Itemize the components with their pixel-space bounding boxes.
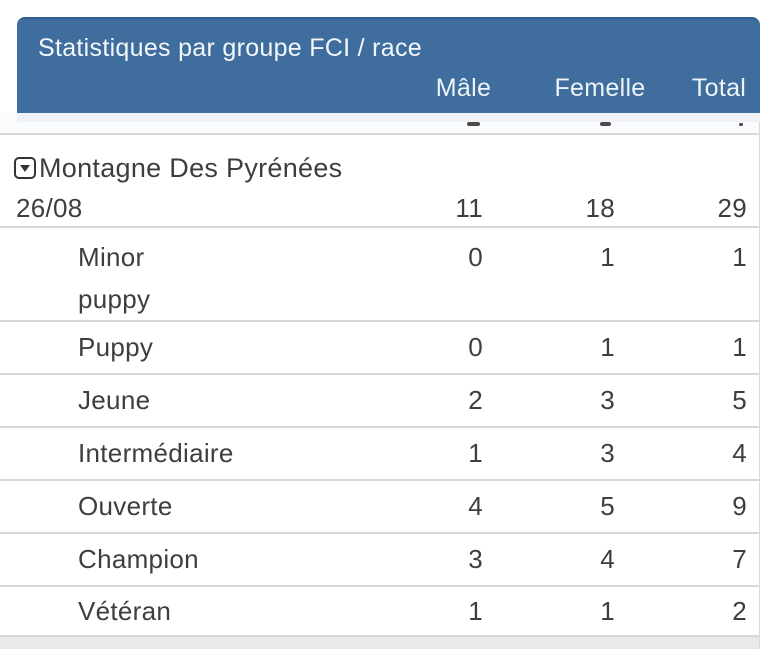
class-label: Champion <box>78 544 199 574</box>
male-count: 0 <box>468 332 483 362</box>
male-count: 1 <box>468 438 483 468</box>
class-rows-container: Minor puppy 0 1 1 Puppy 0 1 1 Jeune 2 3 … <box>0 228 759 637</box>
clipped-number-fragment <box>600 122 611 126</box>
class-label: Puppy <box>78 332 154 362</box>
table-row: Minor puppy 0 1 1 <box>0 228 759 322</box>
total-count: 7 <box>732 544 747 574</box>
female-count: 3 <box>600 438 615 468</box>
female-count: 4 <box>600 544 615 574</box>
column-header-total: Total <box>691 74 747 102</box>
next-row-partial <box>0 637 759 649</box>
male-count: 2 <box>468 385 483 415</box>
table-row: Champion 3 4 7 <box>0 534 759 587</box>
class-label: Minor puppy <box>78 242 151 314</box>
caret-down-icon <box>20 165 30 172</box>
class-label: Jeune <box>78 385 151 415</box>
column-header-male: Mâle <box>435 74 492 102</box>
collapse-toggle-icon[interactable] <box>14 157 36 179</box>
clipped-number-fragment <box>467 122 480 126</box>
total-count: 5 <box>732 385 747 415</box>
female-count: 1 <box>600 332 615 362</box>
table-row: Ouverte 4 5 9 <box>0 481 759 534</box>
female-count: 3 <box>600 385 615 415</box>
table-row: Intermédiaire 1 3 4 <box>0 428 759 481</box>
clipped-number-fragment <box>739 123 743 126</box>
male-count: 4 <box>468 491 483 521</box>
group-date: 26/08 <box>16 193 83 223</box>
table-row: Vétéran 1 1 2 <box>0 587 759 637</box>
class-label: Intermédiaire <box>78 438 234 468</box>
total-count: 1 <box>732 242 747 272</box>
panel-title: Statistiques par groupe FCI / race <box>38 34 422 62</box>
male-count: 3 <box>468 544 483 574</box>
male-count: 1 <box>468 596 483 626</box>
group-total-count: 29 <box>717 193 747 223</box>
stats-table: Montagne Des Pyrénées 26/08 11 18 29 Min… <box>0 113 760 649</box>
table-row: Jeune 2 3 5 <box>0 375 759 428</box>
total-count: 4 <box>732 438 747 468</box>
female-count: 5 <box>600 491 615 521</box>
stats-panel-header: Statistiques par groupe FCI / race Mâle … <box>17 17 760 122</box>
column-header-femelle: Femelle <box>554 74 646 102</box>
male-count: 0 <box>468 242 483 272</box>
group-header-row: Montagne Des Pyrénées 26/08 11 18 29 <box>0 135 759 228</box>
total-count: 2 <box>732 596 747 626</box>
column-header-row: Mâle Femelle Total <box>0 73 759 103</box>
class-label: Vétéran <box>78 596 172 626</box>
column-header-spacer <box>0 73 406 103</box>
group-male-count: 11 <box>455 193 483 223</box>
group-female-count: 18 <box>585 193 615 223</box>
total-count: 9 <box>732 491 747 521</box>
class-label: Ouverte <box>78 491 173 521</box>
female-count: 1 <box>600 242 615 272</box>
total-count: 1 <box>732 332 747 362</box>
group-name: Montagne Des Pyrénées <box>39 152 343 183</box>
female-count: 1 <box>600 596 615 626</box>
table-row: Puppy 0 1 1 <box>0 322 759 375</box>
